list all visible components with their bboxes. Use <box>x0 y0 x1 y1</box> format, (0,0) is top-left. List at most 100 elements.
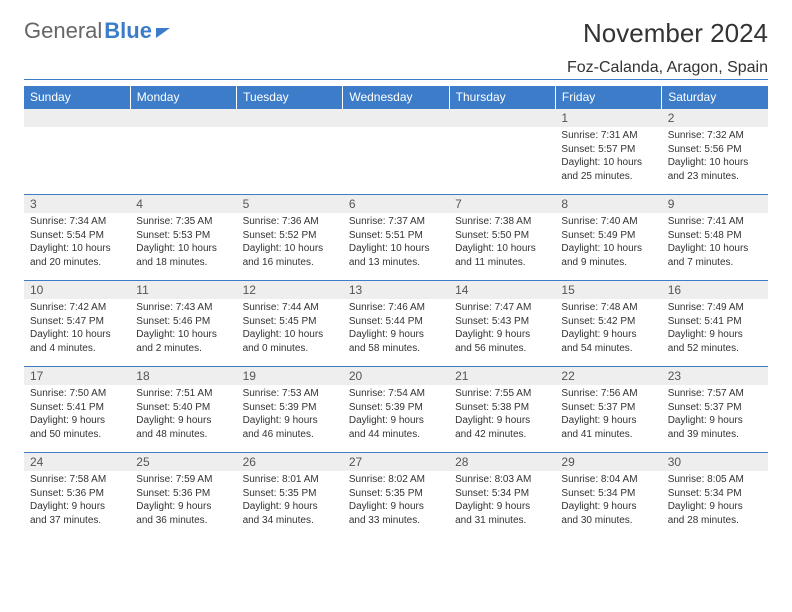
day-ss: Sunset: 5:41 PM <box>668 315 762 329</box>
day-dl2: and 42 minutes. <box>455 428 549 442</box>
day-sr: Sunrise: 7:58 AM <box>30 473 124 487</box>
day-ss: Sunset: 5:34 PM <box>455 487 549 501</box>
calendar-cell: 5Sunrise: 7:36 AMSunset: 5:52 PMDaylight… <box>237 195 343 281</box>
day-dl2: and 25 minutes. <box>561 170 655 184</box>
day-ss: Sunset: 5:34 PM <box>668 487 762 501</box>
calendar-cell: 18Sunrise: 7:51 AMSunset: 5:40 PMDayligh… <box>130 367 236 453</box>
day-body: Sunrise: 7:41 AMSunset: 5:48 PMDaylight:… <box>662 213 768 271</box>
day-dl2: and 20 minutes. <box>30 256 124 270</box>
day-number: 13 <box>343 281 449 299</box>
day-dl2: and 37 minutes. <box>30 514 124 528</box>
day-body: Sunrise: 7:43 AMSunset: 5:46 PMDaylight:… <box>130 299 236 357</box>
day-body: Sunrise: 7:56 AMSunset: 5:37 PMDaylight:… <box>555 385 661 443</box>
day-sr: Sunrise: 8:01 AM <box>243 473 337 487</box>
day-body: Sunrise: 7:57 AMSunset: 5:37 PMDaylight:… <box>662 385 768 443</box>
day-number: 14 <box>449 281 555 299</box>
day-dl1: Daylight: 9 hours <box>455 414 549 428</box>
calendar-cell: 26Sunrise: 8:01 AMSunset: 5:35 PMDayligh… <box>237 453 343 539</box>
day-body <box>24 127 130 131</box>
calendar-cell: 7Sunrise: 7:38 AMSunset: 5:50 PMDaylight… <box>449 195 555 281</box>
calendar-cell <box>237 109 343 195</box>
calendar-cell: 3Sunrise: 7:34 AMSunset: 5:54 PMDaylight… <box>24 195 130 281</box>
day-number: 21 <box>449 367 555 385</box>
calendar-table: Sunday Monday Tuesday Wednesday Thursday… <box>24 86 768 539</box>
calendar-row: 17Sunrise: 7:50 AMSunset: 5:41 PMDayligh… <box>24 367 768 453</box>
day-number <box>24 109 130 127</box>
day-body: Sunrise: 7:40 AMSunset: 5:49 PMDaylight:… <box>555 213 661 271</box>
day-body: Sunrise: 7:58 AMSunset: 5:36 PMDaylight:… <box>24 471 130 529</box>
day-dl2: and 33 minutes. <box>349 514 443 528</box>
day-dl1: Daylight: 9 hours <box>668 328 762 342</box>
day-number: 29 <box>555 453 661 471</box>
day-dl2: and 7 minutes. <box>668 256 762 270</box>
day-number: 6 <box>343 195 449 213</box>
day-dl2: and 30 minutes. <box>561 514 655 528</box>
day-number: 10 <box>24 281 130 299</box>
day-sr: Sunrise: 7:43 AM <box>136 301 230 315</box>
calendar-row: 10Sunrise: 7:42 AMSunset: 5:47 PMDayligh… <box>24 281 768 367</box>
day-number: 28 <box>449 453 555 471</box>
day-sr: Sunrise: 7:38 AM <box>455 215 549 229</box>
day-ss: Sunset: 5:42 PM <box>561 315 655 329</box>
day-dl1: Daylight: 9 hours <box>136 414 230 428</box>
day-ss: Sunset: 5:44 PM <box>349 315 443 329</box>
day-number: 2 <box>662 109 768 127</box>
day-number: 9 <box>662 195 768 213</box>
weekday-header: Tuesday <box>237 86 343 109</box>
day-dl2: and 41 minutes. <box>561 428 655 442</box>
day-body: Sunrise: 7:46 AMSunset: 5:44 PMDaylight:… <box>343 299 449 357</box>
calendar-cell <box>343 109 449 195</box>
day-dl2: and 56 minutes. <box>455 342 549 356</box>
day-ss: Sunset: 5:49 PM <box>561 229 655 243</box>
day-body: Sunrise: 8:01 AMSunset: 5:35 PMDaylight:… <box>237 471 343 529</box>
calendar-cell: 29Sunrise: 8:04 AMSunset: 5:34 PMDayligh… <box>555 453 661 539</box>
day-body: Sunrise: 7:49 AMSunset: 5:41 PMDaylight:… <box>662 299 768 357</box>
day-ss: Sunset: 5:51 PM <box>349 229 443 243</box>
day-number: 16 <box>662 281 768 299</box>
page-title: November 2024 <box>583 18 768 49</box>
day-body <box>449 127 555 131</box>
location-line: Foz-Calanda, Aragon, Spain <box>24 59 768 80</box>
day-body <box>343 127 449 131</box>
day-ss: Sunset: 5:43 PM <box>455 315 549 329</box>
day-number: 3 <box>24 195 130 213</box>
day-dl2: and 34 minutes. <box>243 514 337 528</box>
day-dl2: and 16 minutes. <box>243 256 337 270</box>
day-number: 26 <box>237 453 343 471</box>
day-ss: Sunset: 5:52 PM <box>243 229 337 243</box>
day-sr: Sunrise: 7:41 AM <box>668 215 762 229</box>
day-body: Sunrise: 7:42 AMSunset: 5:47 PMDaylight:… <box>24 299 130 357</box>
day-number: 7 <box>449 195 555 213</box>
day-number: 22 <box>555 367 661 385</box>
day-ss: Sunset: 5:46 PM <box>136 315 230 329</box>
day-sr: Sunrise: 7:59 AM <box>136 473 230 487</box>
day-sr: Sunrise: 7:36 AM <box>243 215 337 229</box>
day-dl2: and 39 minutes. <box>668 428 762 442</box>
day-body: Sunrise: 7:55 AMSunset: 5:38 PMDaylight:… <box>449 385 555 443</box>
day-dl2: and 0 minutes. <box>243 342 337 356</box>
day-number: 20 <box>343 367 449 385</box>
day-body: Sunrise: 7:31 AMSunset: 5:57 PMDaylight:… <box>555 127 661 185</box>
day-number: 12 <box>237 281 343 299</box>
weekday-header: Thursday <box>449 86 555 109</box>
calendar-cell: 21Sunrise: 7:55 AMSunset: 5:38 PMDayligh… <box>449 367 555 453</box>
day-sr: Sunrise: 7:56 AM <box>561 387 655 401</box>
weekday-header: Wednesday <box>343 86 449 109</box>
day-sr: Sunrise: 7:34 AM <box>30 215 124 229</box>
day-body: Sunrise: 7:48 AMSunset: 5:42 PMDaylight:… <box>555 299 661 357</box>
day-dl2: and 54 minutes. <box>561 342 655 356</box>
day-body: Sunrise: 7:53 AMSunset: 5:39 PMDaylight:… <box>237 385 343 443</box>
weekday-header: Sunday <box>24 86 130 109</box>
calendar-row: 1Sunrise: 7:31 AMSunset: 5:57 PMDaylight… <box>24 109 768 195</box>
day-ss: Sunset: 5:45 PM <box>243 315 337 329</box>
day-sr: Sunrise: 7:31 AM <box>561 129 655 143</box>
weekday-header: Friday <box>555 86 661 109</box>
day-number: 15 <box>555 281 661 299</box>
calendar-cell: 14Sunrise: 7:47 AMSunset: 5:43 PMDayligh… <box>449 281 555 367</box>
day-body: Sunrise: 7:38 AMSunset: 5:50 PMDaylight:… <box>449 213 555 271</box>
day-sr: Sunrise: 7:55 AM <box>455 387 549 401</box>
day-ss: Sunset: 5:38 PM <box>455 401 549 415</box>
day-dl1: Daylight: 9 hours <box>349 414 443 428</box>
day-number: 11 <box>130 281 236 299</box>
weekday-header: Saturday <box>662 86 768 109</box>
